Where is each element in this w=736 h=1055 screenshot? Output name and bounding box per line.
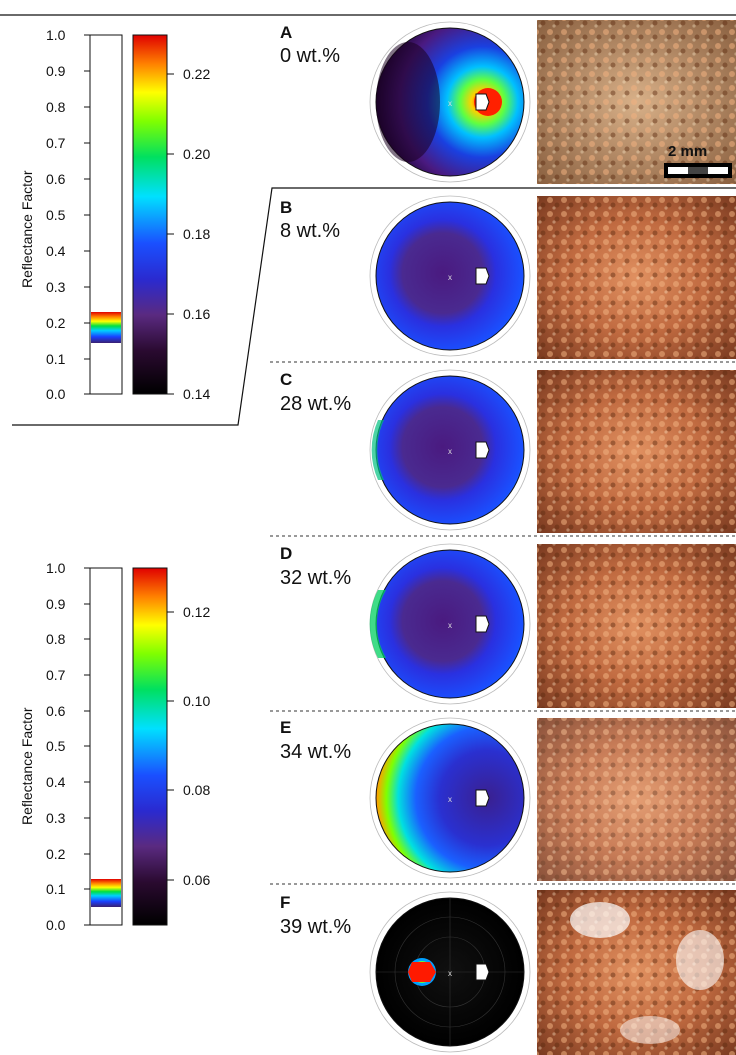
- sample-photo-a: [537, 20, 736, 184]
- top-colorbar-ticks: [167, 73, 174, 395]
- tick-label: 0.8: [46, 99, 66, 115]
- svg-text:x: x: [448, 273, 452, 282]
- panel-label-e: 34 wt.%: [280, 741, 352, 763]
- colorbar-tick-label: 0.18: [183, 226, 211, 242]
- top-colorbar: [132, 34, 168, 395]
- svg-text:x: x: [448, 99, 452, 108]
- colorbar-tick-label: 0.14: [183, 386, 211, 402]
- scale-bar-label: 2 mm: [668, 143, 708, 160]
- tick-label: 0.9: [46, 596, 66, 612]
- panel-letter-d: D: [280, 544, 293, 563]
- tick-label: 0.3: [46, 279, 66, 295]
- bottom-colorbar-ticks: [167, 611, 174, 881]
- colorbar-tick-label: 0.06: [183, 872, 211, 888]
- polar-plot-d: x: [369, 543, 531, 705]
- svg-text:x: x: [448, 447, 452, 456]
- bottom-scale-reflectance-bar: [89, 567, 123, 926]
- tick-label: 1.0: [46, 560, 66, 576]
- polar-plot-f: x: [369, 891, 531, 1053]
- tick-label: 0.1: [46, 351, 66, 367]
- panel-label-f: 39 wt.%: [280, 916, 352, 938]
- tick-label: 0.4: [46, 243, 66, 259]
- top-scale-left-ticks: [84, 34, 90, 395]
- tick-label: 0.1: [46, 881, 66, 897]
- panel-letter-b: B: [280, 198, 293, 217]
- colorbar-tick-label: 0.20: [183, 146, 211, 162]
- sample-photo-c: [537, 370, 736, 533]
- panel-letter-e: E: [280, 718, 292, 737]
- tick-label: 0.6: [46, 171, 66, 187]
- colorbar-tick-label: 0.10: [183, 693, 211, 709]
- polar-plot-c: x: [369, 369, 531, 531]
- sample-photo-d: [537, 544, 736, 708]
- bottom-colorbar: [132, 567, 168, 926]
- sample-photo-e: [537, 718, 736, 881]
- panel-letter-f: F: [280, 893, 291, 912]
- tick-label: 0.2: [46, 315, 66, 331]
- tick-label: 0.7: [46, 135, 66, 151]
- colorbar-tick-label: 0.12: [183, 604, 211, 620]
- tick-label: 0.5: [46, 738, 66, 754]
- panel-letter-a: A: [280, 23, 293, 42]
- tick-label: 0.8: [46, 631, 66, 647]
- sample-photo-f: [537, 890, 736, 1055]
- sample-photo-b: [537, 196, 736, 359]
- panel-label-c: 28 wt.%: [280, 393, 352, 415]
- tick-label: 0.6: [46, 703, 66, 719]
- tick-label: 1.0: [46, 27, 66, 43]
- tick-label: 0.7: [46, 667, 66, 683]
- bottom-axis-title: Reflectance Factor: [19, 707, 35, 826]
- svg-text:x: x: [448, 795, 452, 804]
- tick-label: 0.3: [46, 810, 66, 826]
- tick-label: 0.4: [46, 774, 66, 790]
- polar-plot-a: x: [369, 21, 531, 183]
- tick-label: 0.5: [46, 207, 66, 223]
- svg-text:x: x: [448, 621, 452, 630]
- colorbar-tick-label: 0.22: [183, 66, 211, 82]
- bottom-scale-left-ticks: [84, 567, 90, 926]
- tick-label: 0.0: [46, 917, 66, 933]
- scale-bracket: [12, 187, 736, 426]
- panel-label-d: 32 wt.%: [280, 567, 352, 589]
- top-axis-title: Reflectance Factor: [19, 170, 35, 289]
- panel-label-b: 8 wt.%: [280, 220, 341, 242]
- svg-text:x: x: [448, 969, 452, 978]
- top-scale-reflectance-bar: [89, 34, 123, 395]
- panel-label-a: 0 wt.%: [280, 45, 341, 67]
- colorbar-tick-label: 0.08: [183, 782, 211, 798]
- colorbar-tick-label: 0.16: [183, 306, 211, 322]
- polar-plot-e: x: [369, 717, 531, 879]
- polar-plot-b: x: [369, 195, 531, 357]
- tick-label: 0.9: [46, 63, 66, 79]
- tick-label: 0.0: [46, 386, 66, 402]
- panel-letter-c: C: [280, 370, 293, 389]
- tick-label: 0.2: [46, 846, 66, 862]
